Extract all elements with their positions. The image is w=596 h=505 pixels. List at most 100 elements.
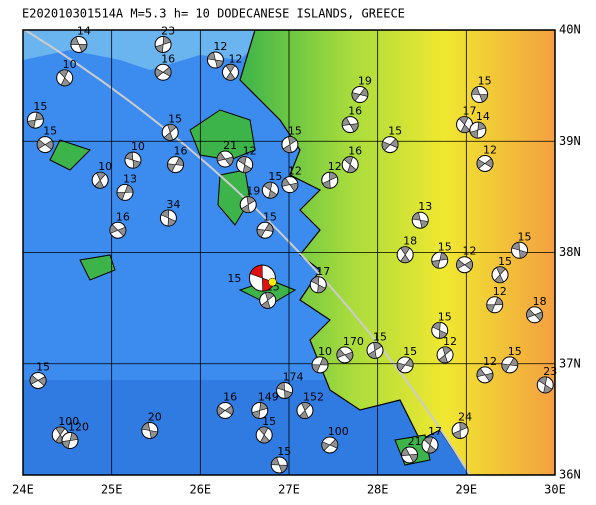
depth-label: 15 [268,170,282,183]
beachball-quadrant [411,212,429,229]
beachball [321,171,339,189]
depth-label: 16 [348,145,362,158]
beachball [251,401,269,419]
depth-label: 15 [263,210,277,223]
depth-label: 16 [348,105,362,118]
beachball-quadrant [351,87,369,102]
depth-label: 15 [508,345,522,358]
beachball-quadrant [61,432,79,449]
beachball [261,181,279,199]
depth-label: 15 [277,445,291,458]
depth-label: 14 [77,24,91,37]
beachball [469,121,487,139]
beachball [451,422,469,439]
x-tick-label: 24E [12,483,34,497]
depth-label: 15 [478,75,492,88]
beachball [309,276,327,294]
beachball [501,356,519,374]
depth-label: 16 [174,145,188,158]
beachball [124,151,142,169]
beachball-quadrant [167,157,184,173]
beachball-quadrant [438,346,452,364]
beachball [154,35,172,53]
beachball-quadrant [452,422,468,439]
beachball-quadrant [400,246,411,263]
depth-label: 16 [223,390,237,403]
beachball-quadrant [225,64,236,81]
beachball-quadrant [401,447,418,463]
beachball [486,296,504,314]
depth-label: 12 [328,160,342,173]
beachball [116,183,134,201]
depth-label: 15 [403,345,417,358]
x-tick-label: 30E [544,483,566,497]
depth-label: 149 [258,390,279,403]
beachball-quadrant [207,51,224,69]
depth-label: 15 [262,415,276,428]
beachball [396,246,414,264]
depth-label: 120 [68,421,89,434]
depth-label: 15 [373,330,387,343]
y-tick-label: 39N [559,134,581,148]
beachball [26,111,44,129]
depth-label: 12 [228,52,242,65]
depth-label: 12 [493,285,507,298]
beachball-quadrant [341,117,359,133]
depth-label: 12 [213,40,227,53]
beachball-quadrant [116,184,134,201]
beachball [159,209,177,227]
depth-label: 174 [283,370,304,383]
beachball-quadrant [261,292,275,309]
depth-label: 15 [438,310,452,323]
depth-label: 14 [476,110,490,123]
y-tick-label: 40N [559,23,581,37]
depth-label: 19 [246,185,260,198]
beachball [336,346,354,364]
depth-label: 18 [403,235,417,248]
depth-label: 15 [288,125,302,138]
beachball [431,251,449,269]
beachball [270,456,288,474]
beachball [411,211,429,229]
beachball-quadrant [163,124,177,141]
depth-label: 15 [33,100,47,113]
beachball-quadrant [216,152,234,166]
beachball-quadrant [70,36,88,53]
beachball-quadrant [322,171,338,189]
beachball-quadrant [526,308,543,322]
beachball-quadrant [431,252,448,269]
depth-label: 15 [438,240,452,253]
beachball [296,401,314,419]
y-tick-label: 37N [559,356,581,370]
beachball [421,436,439,454]
beachball [61,432,79,450]
beachball [511,241,529,259]
beachball [281,176,299,194]
beachball-quadrant [476,158,494,169]
depth-label: 13 [123,172,137,185]
beachball [491,266,509,284]
beachball [221,63,239,81]
beachball [256,221,274,239]
beachball-quadrant [263,181,278,199]
beachball [351,86,369,104]
beachball [141,422,159,439]
beachball-quadrant [141,422,159,439]
beachball-quadrant [29,374,47,386]
beachball-quadrant [270,457,288,473]
beachball-quadrant [423,436,437,454]
beachball-quadrant [511,241,528,259]
beachball [29,371,47,389]
depth-label: 16 [161,52,175,65]
beachball-quadrant [154,66,172,78]
beachball [321,436,339,454]
x-tick-label: 28E [367,483,389,497]
beachball-quadrant [251,402,268,419]
beachball-quadrant [311,357,329,373]
depth-label: 15 [43,125,57,138]
beachball-quadrant [469,121,486,139]
beachball-quadrant [381,138,399,151]
beachball [536,376,554,394]
beachball [216,401,234,419]
